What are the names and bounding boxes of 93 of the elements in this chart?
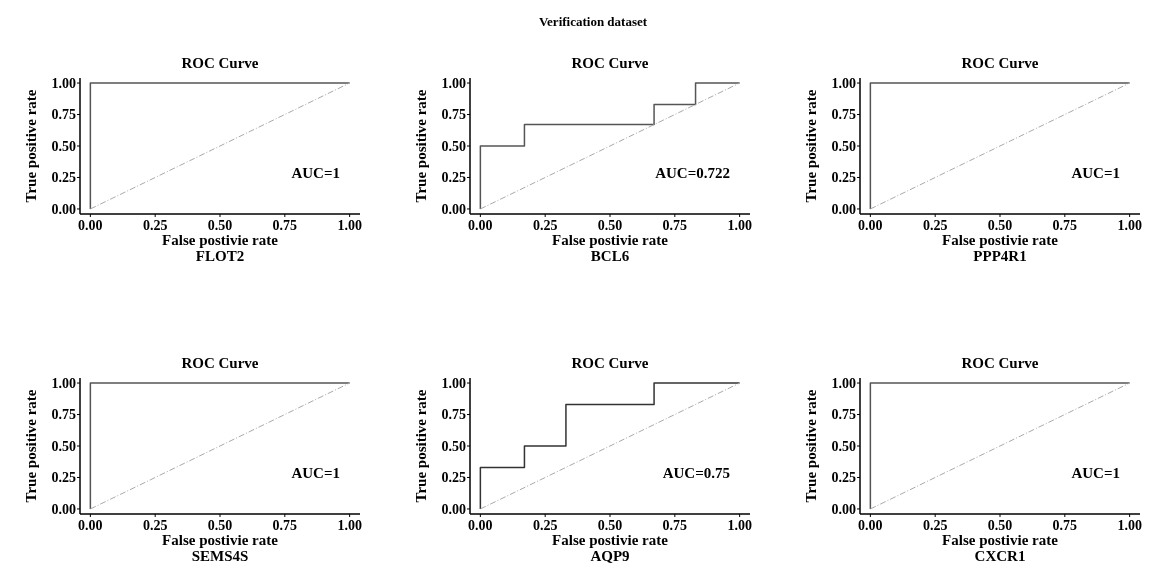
- x-tick-label: 0.50: [597, 518, 623, 533]
- chart-title: ROC Curve: [961, 55, 1039, 71]
- annotation: AUC=1: [1071, 165, 1120, 181]
- chart-title: ROC Curve: [571, 55, 649, 71]
- x-tick-label: 0.25: [532, 218, 558, 233]
- annotation: AUC=0.722: [655, 165, 730, 181]
- x-tick-label: 0.25: [142, 218, 168, 233]
- y-tick-label: 0.25: [831, 470, 856, 486]
- x-axis-title: False postivie rate: [162, 532, 279, 548]
- text: PPP4R1: [973, 248, 1027, 264]
- x-tick-label: 0.00: [858, 218, 883, 233]
- y-tick-label: 0.50: [51, 438, 76, 454]
- x-tick-label: 0.75: [662, 218, 688, 233]
- y-tick-label: 1.00: [51, 75, 76, 91]
- y-axis-title: True positive rate: [413, 389, 429, 503]
- y-tick-label: 0.25: [51, 170, 76, 186]
- x-axis-title: False postivie rate: [942, 532, 1059, 548]
- x-tick-label: 1.00: [337, 218, 362, 233]
- y-tick-label: 0.00: [51, 501, 76, 517]
- y-tick-label: 0.50: [831, 438, 856, 454]
- annotation: AUC=1: [291, 165, 340, 181]
- y-tick-label: 0.00: [51, 201, 76, 217]
- line-series: [479, 82, 741, 210]
- x-tick-label: 1.00: [1117, 218, 1142, 233]
- y-tick-label: 0.75: [831, 107, 856, 123]
- y-tick-label: 0.50: [441, 138, 466, 154]
- x-tick-label: 0.50: [987, 518, 1013, 533]
- x-tick-label: 0.50: [207, 218, 233, 233]
- x-tick-label: 0.75: [1052, 518, 1078, 533]
- y-tick-label: 1.00: [831, 375, 856, 391]
- y-tick-label: 1.00: [441, 75, 466, 91]
- x-tick-label: 1.00: [1117, 518, 1142, 533]
- x-tick-label: 0.75: [662, 518, 688, 533]
- x-tick-label: 0.25: [532, 518, 558, 533]
- y-axis-title: True positive rate: [803, 89, 819, 203]
- x-tick-label: 0.00: [78, 218, 103, 233]
- y-tick-label: 0.75: [441, 407, 466, 423]
- text: CXCR1: [974, 548, 1026, 564]
- y-axis-title: True positive rate: [23, 389, 39, 503]
- chart-title: ROC Curve: [571, 355, 649, 371]
- y-tick-label: 0.50: [831, 138, 856, 154]
- x-tick-label: 0.00: [78, 518, 103, 533]
- x-tick-label: 0.50: [597, 218, 623, 233]
- line-series: [479, 382, 741, 510]
- x-axis-title: False postivie rate: [552, 532, 669, 548]
- x-tick-label: 0.75: [1052, 218, 1078, 233]
- y-tick-label: 0.25: [441, 170, 466, 186]
- text: SEMS4S: [191, 548, 249, 564]
- y-tick-label: 0.00: [831, 501, 856, 517]
- text: FLOT2: [195, 248, 245, 264]
- x-axis-title: False postivie rate: [552, 232, 669, 248]
- x-tick-label: 1.00: [337, 518, 362, 533]
- x-tick-label: 0.75: [272, 518, 298, 533]
- x-tick-label: 1.00: [727, 518, 752, 533]
- y-tick-label: 1.00: [441, 375, 466, 391]
- y-tick-label: 1.00: [831, 75, 856, 91]
- y-tick-label: 0.50: [441, 438, 466, 454]
- y-tick-label: 1.00: [51, 375, 76, 391]
- chart-title: ROC Curve: [181, 355, 259, 371]
- x-tick-label: 0.00: [468, 218, 493, 233]
- annotation: AUC=0.75: [662, 465, 730, 481]
- y-tick-label: 0.75: [441, 107, 466, 123]
- y-tick-label: 0.25: [51, 470, 76, 486]
- chart-title: ROC Curve: [181, 55, 259, 71]
- x-tick-label: 0.00: [468, 518, 493, 533]
- y-tick-label: 0.00: [831, 201, 856, 217]
- y-tick-label: 0.75: [51, 407, 76, 423]
- y-tick-label: 0.75: [831, 407, 856, 423]
- y-tick-label: 0.25: [831, 170, 856, 186]
- y-tick-label: 0.75: [51, 107, 76, 123]
- x-tick-label: 1.00: [727, 218, 752, 233]
- x-axis-title: False postivie rate: [162, 232, 279, 248]
- text: Verification dataset: [538, 14, 648, 29]
- x-tick-label: 0.50: [207, 518, 233, 533]
- x-tick-label: 0.25: [142, 518, 168, 533]
- y-tick-label: 0.00: [441, 501, 466, 517]
- x-axis-title: False postivie rate: [942, 232, 1059, 248]
- x-tick-label: 0.00: [858, 518, 883, 533]
- y-axis-title: True positive rate: [803, 389, 819, 503]
- y-axis-title: True positive rate: [413, 89, 429, 203]
- text: AQP9: [590, 548, 630, 564]
- y-tick-label: 0.25: [441, 470, 466, 486]
- annotation: AUC=1: [291, 465, 340, 481]
- y-tick-label: 0.50: [51, 138, 76, 154]
- x-tick-label: 0.25: [922, 518, 948, 533]
- chart-title: ROC Curve: [961, 355, 1039, 371]
- y-tick-label: 0.00: [441, 201, 466, 217]
- text: BCL6: [590, 248, 630, 264]
- x-tick-label: 0.50: [987, 218, 1013, 233]
- y-axis-title: True positive rate: [23, 89, 39, 203]
- annotation: AUC=1: [1071, 465, 1120, 481]
- x-tick-label: 0.75: [272, 218, 298, 233]
- x-tick-label: 0.25: [922, 218, 948, 233]
